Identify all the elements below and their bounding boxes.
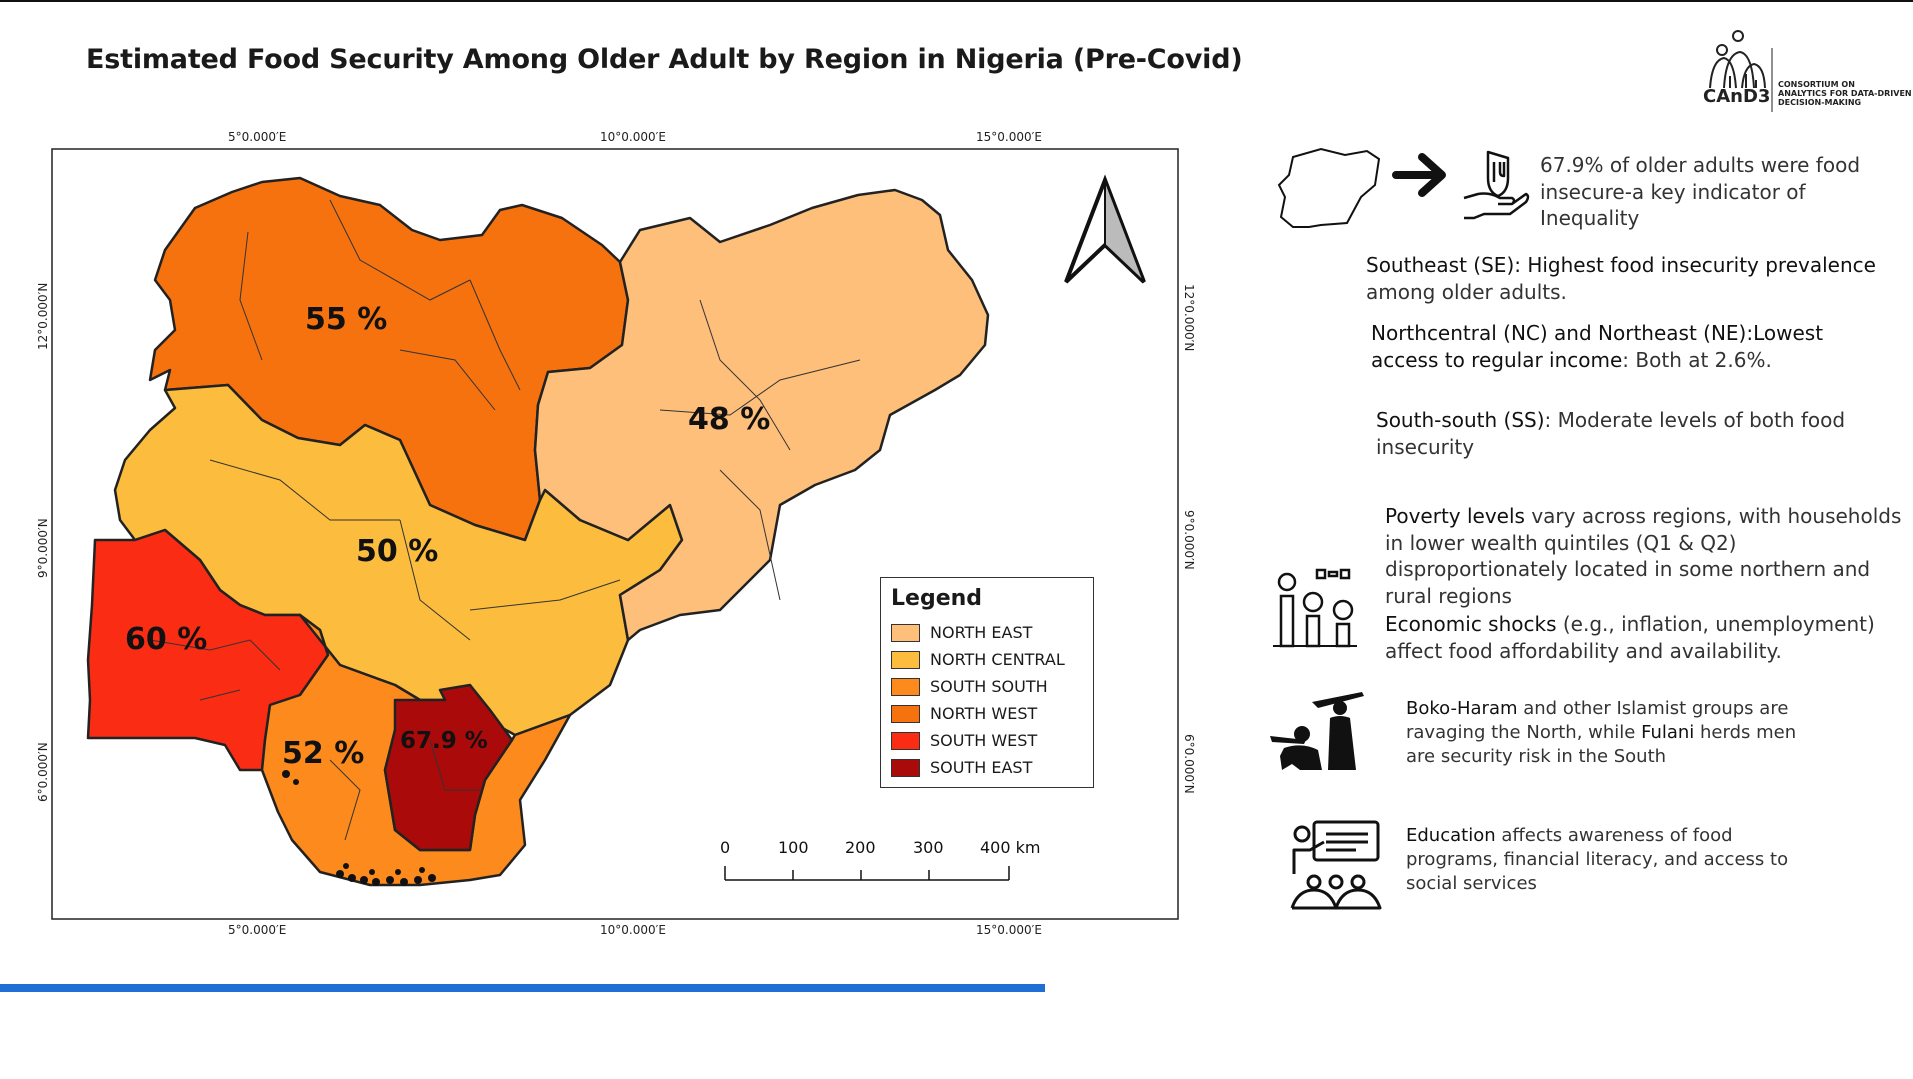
classroom-icon xyxy=(1290,820,1382,910)
map-legend: Legend NORTH EAST NORTH CENTRAL SOUTH SO… xyxy=(880,577,1094,788)
southsouth-rest: : Moderate levels of both food insecurit… xyxy=(1376,408,1846,459)
coord-left: 6°0.000′N xyxy=(36,742,50,802)
poverty-note: Poverty levels vary across regions, with… xyxy=(1385,503,1905,609)
northcentral-rest: : Both at 2.6%. xyxy=(1622,347,1772,372)
scale-label: 300 xyxy=(913,838,944,857)
scale-label: 400 km xyxy=(980,838,1041,857)
money-chart-icon xyxy=(1273,568,1357,648)
scale-label: 0 xyxy=(720,838,731,857)
food-aid-hand-icon xyxy=(1463,150,1530,220)
headline-text: 67.9% of older adults were food insecure… xyxy=(1540,153,1861,230)
legend-label: NORTH EAST xyxy=(930,623,1033,642)
coord-bottom: 10°0.000′E xyxy=(600,923,666,937)
fulani-word: Fulani xyxy=(1641,722,1695,743)
cand3-logo-icon xyxy=(1709,30,1773,112)
region-label-north-west: 55 % xyxy=(305,302,388,337)
logo-caption-line: CONSORTIUM ON xyxy=(1778,80,1855,89)
logo-wordmark: CAnD3 xyxy=(1703,86,1771,107)
southsouth-note: South-south (SS): Moderate levels of bot… xyxy=(1376,407,1876,460)
southeast-lead: Southeast (SE): Highest food insecurity … xyxy=(1366,253,1876,277)
region-north-east xyxy=(533,188,990,642)
poverty-lead: Poverty levels xyxy=(1385,504,1525,528)
legend-item: NORTH EAST xyxy=(891,619,1083,646)
southeast-note: Southeast (SE): Highest food insecurity … xyxy=(1366,252,1906,305)
coord-top: 15°0.000′E xyxy=(976,130,1042,144)
legend-swatch xyxy=(891,677,920,696)
north-arrow-icon xyxy=(1064,174,1146,284)
shocks-rest: (e.g., inflation, unemployment) affect f… xyxy=(1385,612,1875,663)
region-label-south-south: 52 % xyxy=(282,736,365,771)
legend-item: NORTH WEST xyxy=(891,700,1083,727)
legend-swatch xyxy=(891,623,920,642)
legend-label: SOUTH WEST xyxy=(930,731,1038,750)
southeast-rest: among older adults. xyxy=(1366,279,1567,304)
coord-bottom: 15°0.000′E xyxy=(976,923,1042,937)
coord-right: 12°0.000′N xyxy=(1182,284,1196,352)
education-note: Education affects awareness of food prog… xyxy=(1406,824,1806,896)
coord-top: 5°0.000′E xyxy=(228,130,287,144)
legend-label: NORTH CENTRAL xyxy=(930,650,1065,669)
legend-swatch xyxy=(891,704,920,723)
region-label-south-east: 67.9 % xyxy=(400,728,488,754)
region-label-north-central: 50 % xyxy=(356,534,439,569)
northcentral-lead: Northcentral (NC) and Northeast (NE):Low… xyxy=(1371,321,1824,372)
nigeria-outline-icon xyxy=(1277,147,1381,228)
region-south-east xyxy=(383,683,514,852)
coord-top: 10°0.000′E xyxy=(600,130,666,144)
education-rest: affects awareness of food programs, fina… xyxy=(1406,825,1789,894)
coord-left: 12°0.000′N xyxy=(36,282,50,350)
shocks-lead: Economic shocks xyxy=(1385,612,1557,636)
region-label-north-east: 48 % xyxy=(688,402,771,437)
legend-label: SOUTH EAST xyxy=(930,758,1033,777)
scale-label: 200 xyxy=(845,838,876,857)
security-note: Boko-Haram and other Islamist groups are… xyxy=(1406,697,1826,769)
legend-item: NORTH CENTRAL xyxy=(891,646,1083,673)
page-title: Estimated Food Security Among Older Adul… xyxy=(86,44,1243,75)
boko-lead: Boko-Haram xyxy=(1406,698,1518,719)
legend-item: SOUTH WEST xyxy=(891,727,1083,754)
southsouth-lead: South-south (SS) xyxy=(1376,408,1545,432)
legend-swatch xyxy=(891,758,920,777)
poverty-rest: vary across regions, with households in … xyxy=(1385,504,1902,608)
region-label-south-west: 60 % xyxy=(125,622,208,657)
legend-title: Legend xyxy=(891,586,983,611)
education-lead: Education xyxy=(1406,825,1496,846)
scale-bar xyxy=(724,866,1010,881)
coord-bottom: 5°0.000′E xyxy=(228,923,287,937)
legend-item: SOUTH SOUTH xyxy=(891,673,1083,700)
logo-caption-line: DECISION-MAKING xyxy=(1778,98,1862,107)
northcentral-note: Northcentral (NC) and Northeast (NE):Low… xyxy=(1371,320,1851,373)
coord-right: 9°0.000′N xyxy=(1182,510,1196,570)
legend-swatch xyxy=(891,650,920,669)
logo-caption-line: ANALYTICS FOR DATA-DRIVEN xyxy=(1778,89,1912,98)
coord-right: 6°0.000′N xyxy=(1182,734,1196,794)
right-arrow-icon xyxy=(1392,153,1446,197)
legend-label: SOUTH SOUTH xyxy=(930,677,1048,696)
legend-swatch xyxy=(891,731,920,750)
bottom-accent-bar xyxy=(0,984,1045,992)
coord-left: 9°0.000′N xyxy=(36,518,50,578)
legend-item: SOUTH EAST xyxy=(891,754,1083,781)
boko-rest: herds men are security risk in the South xyxy=(1406,722,1797,767)
shocks-note: Economic shocks (e.g., inflation, unempl… xyxy=(1385,611,1905,664)
armed-group-icon xyxy=(1270,692,1364,770)
logo-caption: CONSORTIUM ON ANALYTICS FOR DATA-DRIVEN … xyxy=(1778,80,1912,107)
boko-mid: and other Islamist groups are ravaging t… xyxy=(1406,698,1789,743)
top-rule xyxy=(0,0,1913,2)
scale-label: 100 xyxy=(778,838,809,857)
legend-label: NORTH WEST xyxy=(930,704,1038,723)
